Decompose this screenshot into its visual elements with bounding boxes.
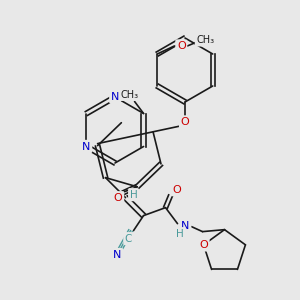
Text: O: O	[114, 193, 123, 203]
Text: C: C	[125, 234, 132, 244]
Text: O: O	[181, 117, 189, 127]
Text: O: O	[177, 41, 186, 51]
Text: N: N	[181, 220, 190, 231]
Text: N: N	[82, 142, 91, 152]
Text: N: N	[113, 250, 122, 260]
Text: N: N	[111, 92, 119, 102]
Text: O: O	[199, 240, 208, 250]
Text: O: O	[172, 184, 181, 195]
Text: CH₃: CH₃	[121, 89, 139, 100]
Text: H: H	[176, 229, 183, 238]
Text: CH₃: CH₃	[196, 35, 214, 45]
Text: H: H	[130, 190, 137, 200]
